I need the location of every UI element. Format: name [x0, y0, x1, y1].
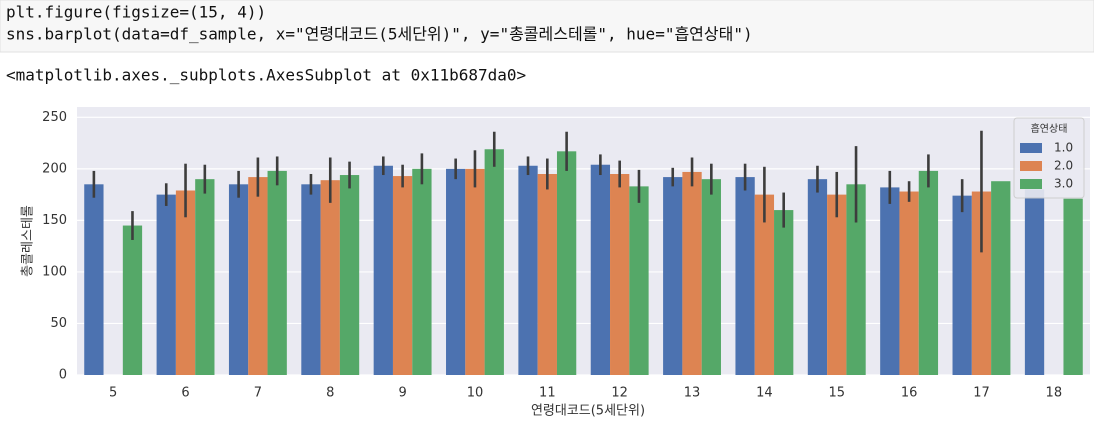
- bar: [774, 210, 794, 375]
- legend-label: 3.0: [1054, 177, 1073, 191]
- y-tick-label: 150: [42, 213, 67, 228]
- bar: [918, 170, 939, 375]
- bar: [629, 186, 649, 375]
- bar: [446, 168, 466, 375]
- bar: [301, 184, 321, 375]
- x-tick-label: 9: [398, 386, 406, 401]
- bar: [195, 179, 215, 375]
- bar: [484, 149, 504, 375]
- y-tick-label: 50: [50, 316, 67, 331]
- bar: [156, 194, 176, 375]
- code-line: plt.figure(figsize=(15, 4)): [6, 3, 266, 22]
- bar: [754, 194, 775, 375]
- legend-label: 2.0: [1054, 159, 1073, 173]
- x-tick-label: 15: [828, 386, 845, 401]
- bar: [175, 190, 196, 375]
- legend-title: 흡연상태: [1031, 122, 1068, 135]
- y-tick-label: 200: [42, 161, 67, 176]
- legend-swatch: [1020, 161, 1042, 171]
- x-tick-label: 10: [467, 386, 484, 401]
- bar: [1063, 198, 1083, 375]
- bar: [1024, 189, 1045, 375]
- x-tick-label: 12: [611, 386, 628, 401]
- bar: [952, 195, 972, 375]
- x-tick-label: 14: [756, 386, 773, 401]
- bar: [807, 179, 828, 375]
- code-cell: [0, 0, 1094, 53]
- bar: [846, 184, 866, 375]
- bar: [590, 164, 611, 375]
- bar: [339, 175, 360, 375]
- bar: [735, 177, 755, 375]
- x-tick-label: 7: [254, 386, 262, 401]
- bar: [320, 180, 340, 375]
- y-axis-label: 총콜레스테롤: [21, 205, 36, 277]
- x-tick-label: 13: [684, 386, 701, 401]
- output-text: <matplotlib.axes._subplots.AxesSubplot a…: [6, 66, 526, 85]
- bar: [84, 184, 104, 375]
- bar: [373, 165, 393, 375]
- bar: [248, 177, 268, 375]
- bar: [518, 165, 538, 375]
- legend-swatch: [1020, 179, 1042, 189]
- x-axis-label: 연령대코드(5세단위): [531, 404, 645, 419]
- bar: [827, 194, 847, 375]
- bar: [663, 177, 683, 375]
- bar: [537, 174, 557, 375]
- bar: [392, 176, 413, 375]
- bar: [267, 170, 287, 375]
- bar: [412, 168, 432, 375]
- x-tick-label: 11: [539, 386, 556, 401]
- bar: [122, 225, 143, 375]
- bar: [971, 191, 992, 375]
- bar: [899, 191, 919, 375]
- x-tick-label: 18: [1046, 386, 1063, 401]
- bar: [701, 179, 721, 375]
- bar: [228, 184, 249, 375]
- x-tick-label: 17: [973, 386, 990, 401]
- bar: [610, 174, 630, 375]
- x-tick-label: 8: [326, 386, 334, 401]
- x-tick-label: 6: [181, 386, 189, 401]
- bar: [682, 171, 702, 375]
- code-line: sns.barplot(data=df_sample, x="연령대코드(5세단…: [6, 25, 753, 44]
- y-tick-label: 0: [59, 368, 67, 383]
- legend-label: 1.0: [1054, 141, 1073, 155]
- x-tick-label: 16: [901, 386, 918, 401]
- y-tick-label: 250: [42, 110, 67, 125]
- y-tick-label: 100: [42, 264, 67, 279]
- x-tick-label: 5: [109, 386, 117, 401]
- legend-box: [1013, 117, 1085, 199]
- bar: [465, 168, 485, 375]
- bar: [991, 181, 1011, 375]
- bar: [880, 187, 900, 375]
- bar: [556, 151, 577, 375]
- legend-swatch: [1020, 143, 1042, 153]
